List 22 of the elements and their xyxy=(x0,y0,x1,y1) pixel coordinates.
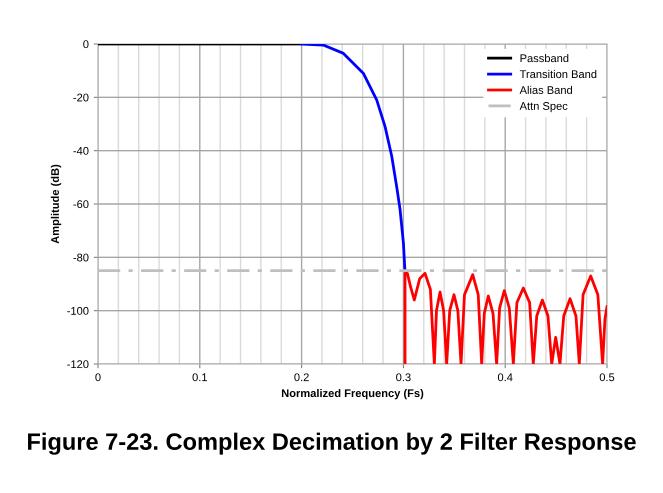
y-axis-title: Amplitude (dB) xyxy=(50,164,62,244)
y-tick-label: -20 xyxy=(73,94,89,102)
y-tick-label: -100 xyxy=(67,306,89,315)
x-tick-label: 0 xyxy=(95,373,101,382)
x-tick-label: 0.3 xyxy=(396,373,411,382)
legend-label: Attn Spec xyxy=(520,102,568,112)
x-axis-title: Normalized Frequency (Fs) xyxy=(282,388,424,400)
x-tick-label: 0.5 xyxy=(600,373,614,382)
y-tick-label: -60 xyxy=(73,200,89,208)
y-tick-label: -40 xyxy=(73,146,89,155)
line-series xyxy=(300,44,406,272)
y-tick-label: -120 xyxy=(67,360,89,368)
y-tick-label: 0 xyxy=(83,40,89,48)
legend-label: Transition Band xyxy=(520,70,596,78)
line-series xyxy=(404,272,607,364)
x-tick-label: 0.1 xyxy=(192,373,207,382)
legend-label: Passband xyxy=(520,54,568,62)
x-tick-label: 0.4 xyxy=(498,373,513,382)
legend-label: Alias Band xyxy=(520,86,572,94)
y-tick-label: -80 xyxy=(73,254,89,262)
text: Figure 7-23. Complex Decimation by 2 Filter Response xyxy=(28,432,636,455)
x-tick-label: 0.2 xyxy=(294,373,309,382)
